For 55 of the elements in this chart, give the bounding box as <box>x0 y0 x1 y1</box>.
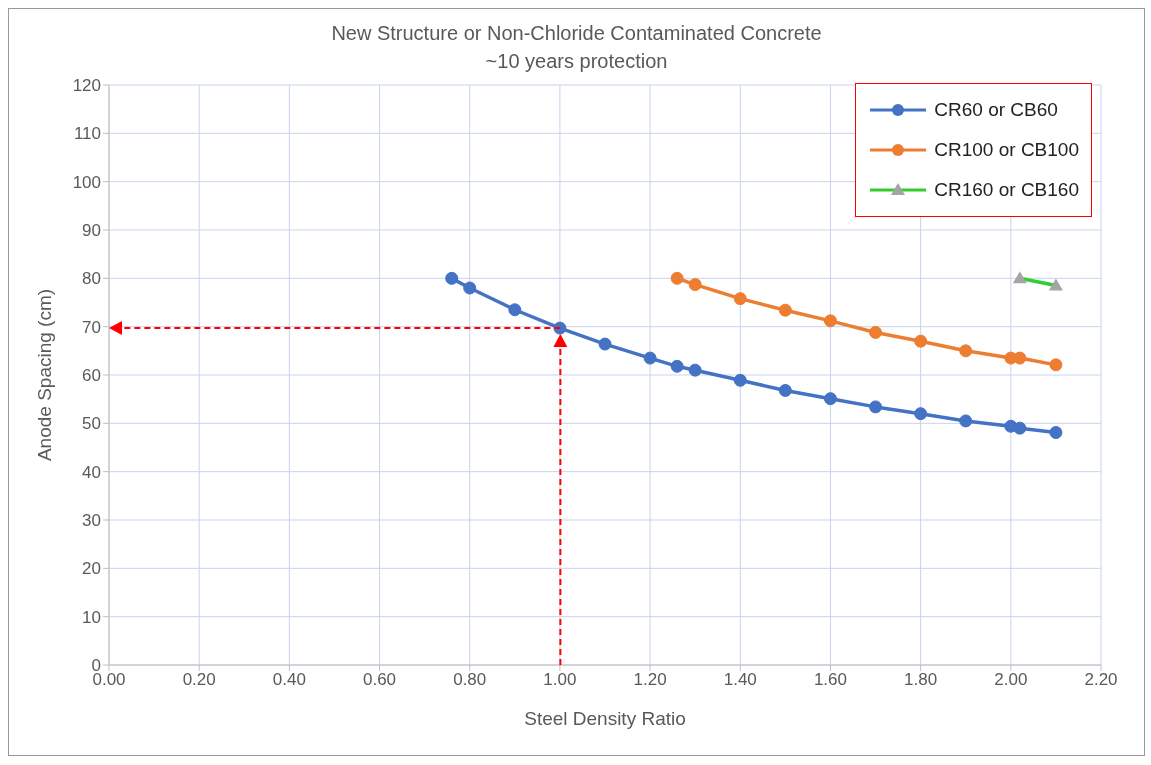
y-tick-label: 30 <box>82 511 101 531</box>
y-tick-label: 10 <box>82 607 101 627</box>
point <box>914 407 928 421</box>
point <box>508 303 522 317</box>
y-tick-label: 90 <box>82 221 101 241</box>
point <box>688 363 702 377</box>
y-tick-label: 110 <box>73 124 101 144</box>
x-tick-label: 1.60 <box>813 670 847 690</box>
point <box>445 271 459 285</box>
y-tick-label: 120 <box>72 76 101 96</box>
point <box>1013 351 1027 365</box>
y-tick-label: 80 <box>82 269 101 289</box>
point <box>1013 421 1027 435</box>
point <box>670 359 684 373</box>
point <box>823 314 837 328</box>
point <box>869 400 883 414</box>
legend-label: CR160 or CB160 <box>934 179 1079 201</box>
legend-label: CR100 or CB100 <box>934 139 1079 161</box>
point <box>778 383 792 397</box>
x-tick-label: 1.20 <box>633 670 667 690</box>
point <box>733 292 747 306</box>
x-tick-label: 0.60 <box>363 670 397 690</box>
x-axis-title: Steel Density Ratio <box>524 708 686 729</box>
point <box>643 351 657 365</box>
x-tick-label: 1.00 <box>543 670 577 690</box>
point <box>1049 358 1063 372</box>
point <box>598 337 612 351</box>
y-tick-label: 100 <box>72 172 101 192</box>
point <box>733 373 747 387</box>
x-tick-label: 0.80 <box>453 670 487 690</box>
y-axis-title: Anode Spacing (cm) <box>33 288 55 462</box>
x-tick-label: 1.40 <box>723 670 757 690</box>
y-tick-label: 60 <box>82 366 101 386</box>
point <box>914 334 928 348</box>
chart-title: New Structure or Non-Chloride Contaminated Concrete <box>330 21 823 46</box>
point <box>823 392 837 406</box>
point <box>778 303 792 317</box>
point <box>463 281 477 295</box>
x-tick-label: 2.00 <box>994 670 1028 690</box>
legend-label: CR60 or CB60 <box>934 99 1058 121</box>
x-tick-label: 0.20 <box>182 670 216 690</box>
y-tick-label: 20 <box>82 559 101 579</box>
point <box>959 344 973 358</box>
x-tick-label: 1.80 <box>904 670 938 690</box>
x-tick-label: 0.40 <box>272 670 306 690</box>
point <box>1049 426 1063 440</box>
point <box>869 325 883 339</box>
x-tick-label: 2.20 <box>1084 670 1118 690</box>
y-tick-label: 40 <box>82 462 101 482</box>
chart-subtitle: ~10 years protection <box>484 49 669 74</box>
y-tick-label: 70 <box>82 317 101 337</box>
y-tick-label: 50 <box>82 414 101 434</box>
point <box>688 278 702 292</box>
point <box>959 414 973 428</box>
point <box>670 271 684 285</box>
